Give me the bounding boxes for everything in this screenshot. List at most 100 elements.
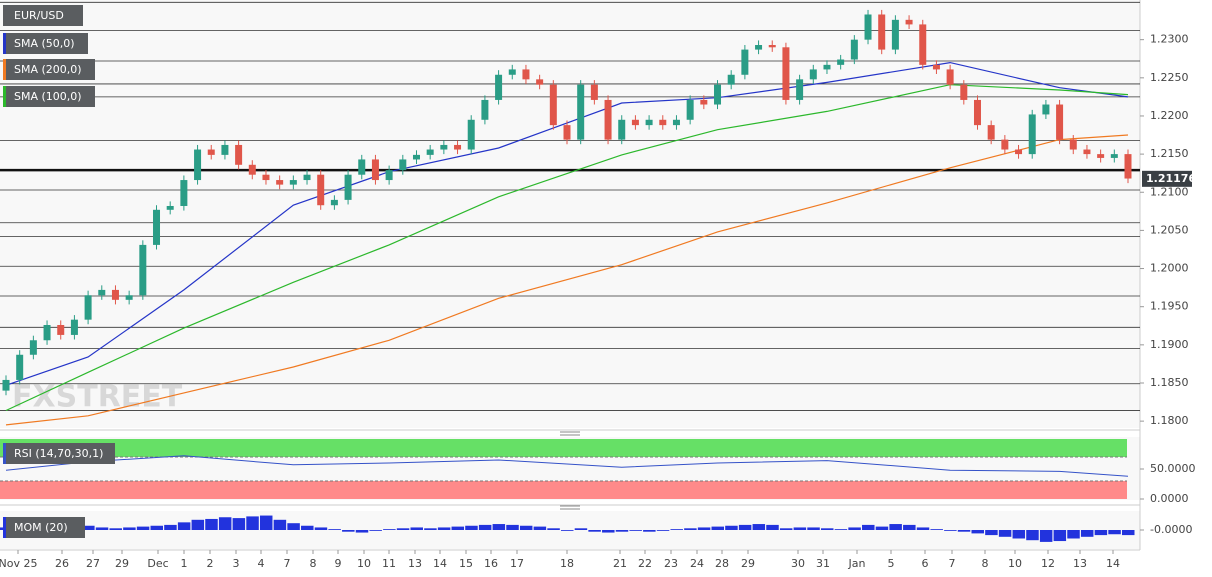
mom-bar	[82, 525, 95, 530]
candle-body	[768, 45, 776, 48]
candle-body	[631, 119, 639, 126]
candle-body	[809, 69, 817, 80]
candle-body	[672, 119, 680, 126]
mom-bar	[301, 525, 314, 530]
mom-bar	[232, 518, 246, 530]
candle-body	[590, 84, 598, 100]
mom-bar	[533, 526, 547, 530]
x-tick-label: 31	[816, 557, 830, 570]
candle-body	[987, 125, 995, 140]
x-tick-label: 4	[258, 557, 265, 570]
candle-body	[741, 49, 749, 75]
x-tick-label: 23	[664, 557, 678, 570]
mom-bar	[1108, 530, 1121, 535]
candle-body	[645, 119, 653, 126]
x-tick-label: 18	[560, 557, 574, 570]
y-tick-label: 1.2250	[1150, 71, 1189, 84]
legend-box	[3, 5, 83, 26]
candle-body	[166, 205, 174, 210]
mom-bar	[355, 530, 369, 533]
legend-box	[3, 443, 115, 464]
legend-label: SMA (50,0)	[14, 37, 75, 50]
mom-bar	[684, 528, 697, 530]
y-tick-label: 1.2300	[1150, 33, 1189, 46]
mom-bar	[930, 529, 943, 530]
candle-body	[481, 99, 489, 120]
legend-box	[3, 59, 95, 80]
legend-label: MOM (20)	[14, 521, 68, 534]
candle-body	[399, 159, 407, 171]
y-tick-label: 1.2000	[1150, 262, 1189, 275]
candle-body	[207, 149, 215, 155]
sma-line	[5, 134, 1129, 426]
mom-bar	[779, 528, 793, 530]
mom-bar	[177, 522, 191, 530]
mom-bar	[985, 530, 998, 536]
mom-bar	[1080, 530, 1094, 537]
mom-bar	[711, 526, 725, 530]
x-tick-label: 29	[741, 557, 755, 570]
candle-body	[43, 325, 51, 341]
y-tick-label: -0.0000	[1150, 523, 1192, 536]
mom-bar	[1012, 530, 1026, 539]
candle-body	[57, 325, 65, 335]
candle-body	[111, 289, 119, 300]
x-tick-label: 27	[86, 557, 100, 570]
mom-bar	[848, 527, 861, 530]
candle-body	[1042, 104, 1050, 115]
watermark: FXSTREET	[12, 380, 183, 415]
candle-body	[2, 379, 10, 391]
x-tick-label: 21	[613, 557, 627, 570]
candle-body	[248, 164, 256, 175]
legend-label: SMA (200,0)	[14, 63, 82, 76]
x-tick-label: 8	[310, 557, 317, 570]
mom-bar	[287, 523, 300, 530]
mom-bar	[424, 528, 437, 530]
candle-body	[659, 119, 667, 126]
mom-bar	[164, 524, 177, 530]
mom-bar	[971, 530, 984, 534]
x-tick-label: 14	[1106, 557, 1120, 570]
mom-bar	[383, 529, 396, 530]
candle-body	[796, 79, 804, 100]
legend-box	[3, 517, 85, 538]
mom-bar	[889, 524, 902, 530]
mom-bar	[697, 527, 711, 530]
x-tick-label: 29	[115, 557, 129, 570]
mom-bar	[656, 530, 670, 531]
candle-body	[194, 149, 202, 181]
x-tick-label: 13	[408, 557, 422, 570]
mom-bar	[834, 529, 848, 530]
y-tick-label: 1.2050	[1150, 223, 1189, 236]
candle-body	[1083, 149, 1091, 155]
candle-body	[1110, 154, 1118, 158]
resize-grip[interactable]	[560, 505, 580, 510]
resize-grip[interactable]	[560, 431, 580, 436]
x-tick-label: 16	[484, 557, 498, 570]
legend-swatch	[3, 517, 6, 538]
candle-body	[755, 45, 763, 50]
legend-label: EUR/USD	[14, 9, 64, 22]
mom-bar	[342, 530, 355, 532]
mom-bar	[273, 519, 287, 530]
candle-body	[440, 144, 448, 150]
candle-body	[303, 174, 311, 181]
x-tick-label: 22	[638, 557, 652, 570]
mom-bar	[643, 530, 656, 532]
mom-bar	[998, 530, 1012, 537]
mom-bar	[957, 530, 971, 532]
mom-bar	[602, 530, 615, 533]
x-tick-label: 11	[382, 557, 396, 570]
mom-bar	[1067, 530, 1080, 539]
mom-bar	[793, 527, 807, 530]
x-tick-label: 17	[510, 557, 524, 570]
mom-bar	[519, 525, 533, 530]
legend-box	[3, 86, 95, 107]
mom-bar	[95, 527, 109, 530]
candle-body	[932, 64, 940, 70]
legend-box	[3, 33, 88, 54]
mom-bar	[875, 526, 889, 530]
candle-body	[782, 47, 790, 100]
mom-bar	[807, 527, 820, 530]
